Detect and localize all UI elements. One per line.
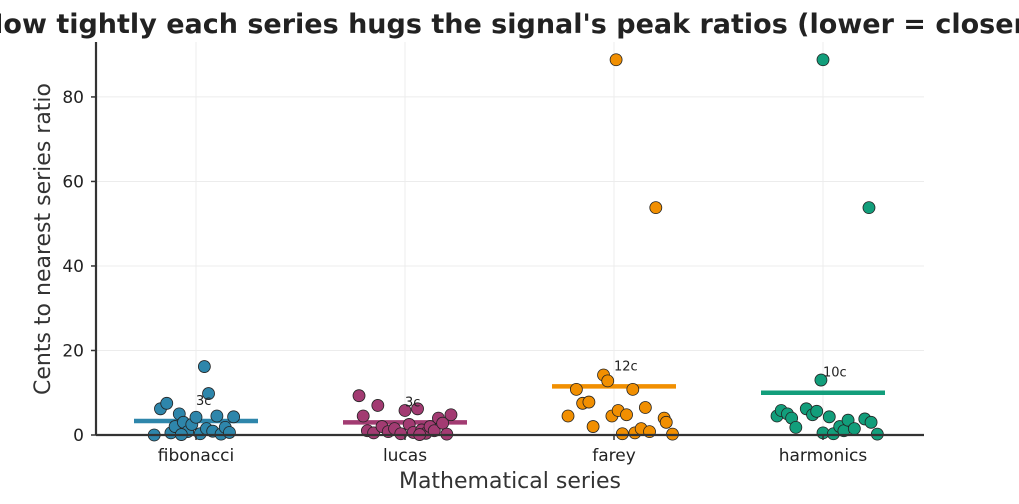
data-point-harmonics xyxy=(822,410,836,424)
median-label-farey: 12c xyxy=(614,359,638,374)
data-point-fibonacci xyxy=(223,426,236,439)
median-labels: 3c 3c 12c 10c xyxy=(196,359,847,410)
grid-lines xyxy=(96,42,924,436)
y-tick-label: 0 xyxy=(73,426,84,446)
y-tick-label: 40 xyxy=(62,257,84,277)
y-tick-label: 60 xyxy=(62,172,84,192)
data-point-lucas xyxy=(371,399,385,412)
median-label-harmonics: 10c xyxy=(823,366,847,381)
data-point-lucas xyxy=(411,402,424,416)
data-point-harmonics xyxy=(814,373,828,387)
data-point-farey xyxy=(615,427,629,441)
data-point-lucas xyxy=(352,389,366,403)
data-point-harmonics xyxy=(847,422,861,436)
data-point-fibonacci xyxy=(189,410,203,424)
data-point-farey xyxy=(620,408,633,422)
x-tick-label: farey xyxy=(592,446,636,466)
data-point-lucas xyxy=(398,404,412,417)
data-point-farey xyxy=(569,382,583,396)
data-points xyxy=(147,53,884,442)
x-axis-label: Mathematical series xyxy=(399,469,621,494)
data-point-lucas xyxy=(356,409,370,423)
y-tick-label: 20 xyxy=(62,341,84,361)
data-point-harmonics xyxy=(862,201,876,215)
chart-title: How tightly each series hugs the signal'… xyxy=(0,9,1019,40)
data-point-harmonics xyxy=(864,415,878,429)
median-label-lucas: 3c xyxy=(405,395,420,410)
data-point-lucas xyxy=(436,416,450,430)
data-point-farey xyxy=(659,415,673,429)
y-tick-label: 80 xyxy=(62,88,84,108)
data-point-farey xyxy=(582,395,596,409)
data-point-fibonacci xyxy=(227,410,241,424)
data-point-fibonacci xyxy=(210,409,224,423)
data-point-harmonics xyxy=(816,53,830,67)
data-point-farey xyxy=(609,53,623,67)
data-point-harmonics xyxy=(810,404,824,418)
data-point-farey xyxy=(601,374,615,388)
data-point-lucas xyxy=(394,427,408,441)
data-point-lucas xyxy=(444,408,458,422)
data-point-fibonacci xyxy=(197,360,211,373)
data-point-farey xyxy=(649,201,663,215)
y-axis-ticks: 0 20 40 60 80 xyxy=(62,88,96,446)
data-point-farey xyxy=(638,401,652,414)
data-point-farey xyxy=(561,409,575,423)
x-tick-label: lucas xyxy=(383,446,427,466)
median-label-fibonacci: 3c xyxy=(196,394,211,409)
data-point-harmonics xyxy=(789,420,803,434)
x-tick-label: harmonics xyxy=(779,446,868,466)
data-point-farey xyxy=(626,382,640,396)
data-point-farey xyxy=(586,420,600,433)
data-point-fibonacci xyxy=(160,396,174,410)
data-point-lucas xyxy=(427,424,441,438)
y-axis-label: Cents to nearest series ratio xyxy=(31,83,56,395)
data-point-fibonacci xyxy=(202,387,215,400)
x-tick-label: fibonacci xyxy=(158,446,235,466)
x-axis-ticks: fibonacci lucas farey harmonics xyxy=(158,435,868,466)
